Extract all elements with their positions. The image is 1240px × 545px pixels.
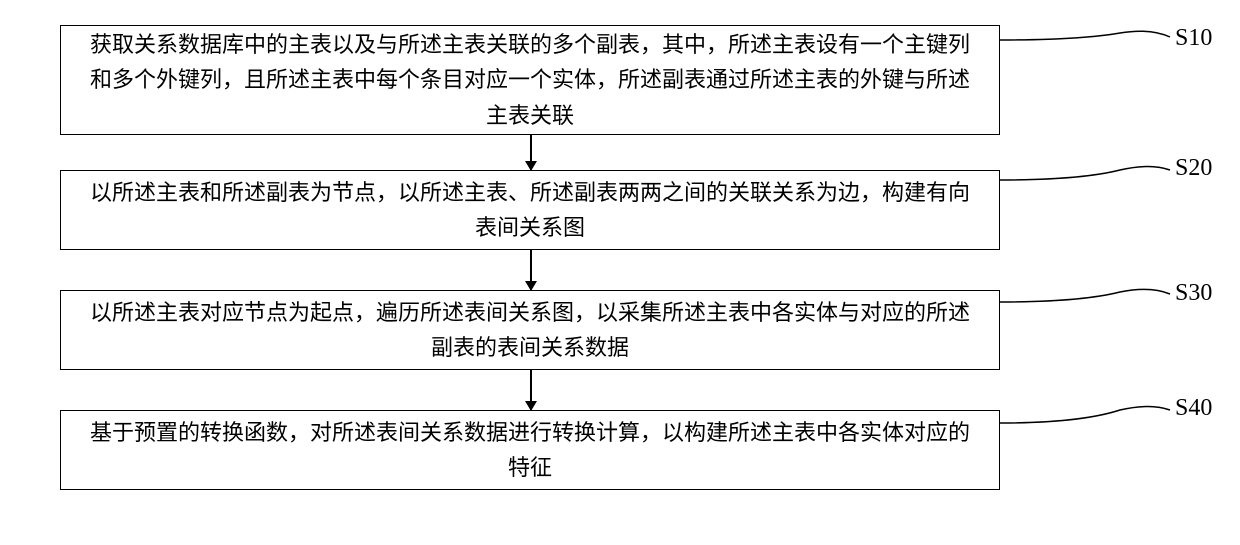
- curve-connector-s10: [1000, 25, 1175, 65]
- step-label-s20: S20: [1175, 155, 1212, 182]
- arrow-1: [530, 135, 532, 170]
- step-text: 以所述主表对应节点为起点，遍历所述表间关系图，以采集所述主表中各实体与对应的所述…: [81, 295, 979, 365]
- flowchart-step-s10: 获取关系数据库中的主表以及与所述主表关联的多个副表，其中，所述主表设有一个主键列…: [60, 25, 1000, 135]
- step-label-s40: S40: [1175, 395, 1212, 422]
- step-text: 获取关系数据库中的主表以及与所述主表关联的多个副表，其中，所述主表设有一个主键列…: [81, 27, 979, 133]
- step-text: 以所述主表和所述副表为节点，以所述主表、所述副表两两之间的关联关系为边，构建有向…: [81, 175, 979, 245]
- curve-connector-s40: [1000, 395, 1175, 435]
- flowchart-container: 获取关系数据库中的主表以及与所述主表关联的多个副表，其中，所述主表设有一个主键列…: [0, 0, 1240, 545]
- step-text: 基于预置的转换函数，对所述表间关系数据进行转换计算，以构建所述主表中各实体对应的…: [81, 415, 979, 485]
- flowchart-step-s30: 以所述主表对应节点为起点，遍历所述表间关系图，以采集所述主表中各实体与对应的所述…: [60, 290, 1000, 370]
- arrow-2: [530, 250, 532, 290]
- flowchart-step-s40: 基于预置的转换函数，对所述表间关系数据进行转换计算，以构建所述主表中各实体对应的…: [60, 410, 1000, 490]
- step-label-s30: S30: [1175, 280, 1212, 307]
- step-label-s10: S10: [1175, 25, 1212, 52]
- curve-connector-s20: [1000, 155, 1175, 195]
- flowchart-step-s20: 以所述主表和所述副表为节点，以所述主表、所述副表两两之间的关联关系为边，构建有向…: [60, 170, 1000, 250]
- curve-connector-s30: [1000, 280, 1175, 320]
- arrow-3: [530, 370, 532, 410]
